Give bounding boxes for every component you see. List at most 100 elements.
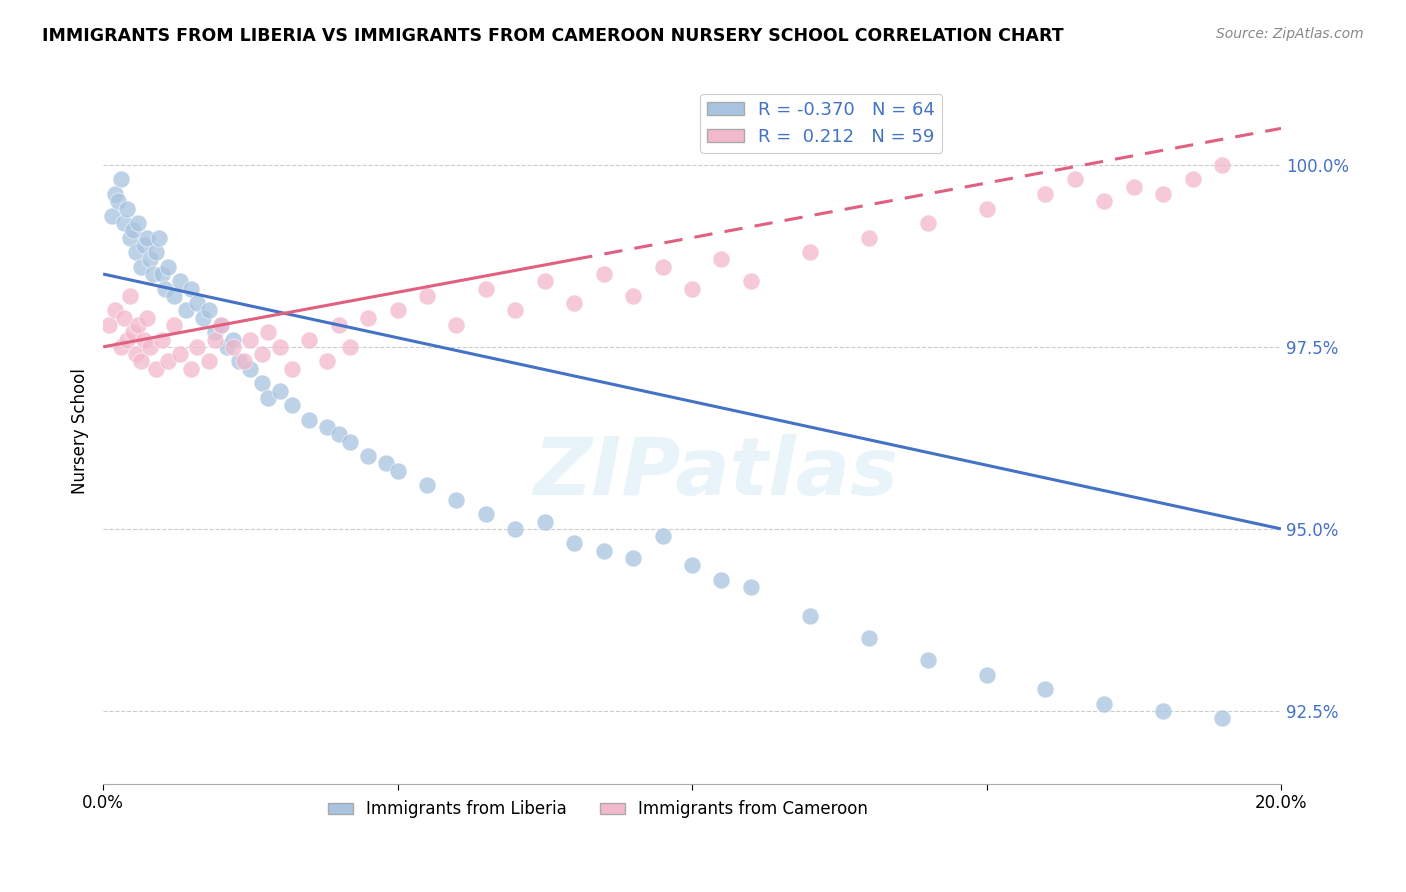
Point [186,296,208,310]
Point [533,274,555,288]
Point [118,230,141,244]
Point [976,202,998,216]
Point [917,216,939,230]
Point [169,347,191,361]
Point [156,260,179,274]
Point [115,202,138,216]
Point [1035,682,1057,697]
Point [1152,704,1174,718]
Text: IMMIGRANTS FROM LIBERIA VS IMMIGRANTS FROM CAMEROON NURSERY SCHOOL CORRELATION C: IMMIGRANTS FROM LIBERIA VS IMMIGRANTS FR… [42,27,1064,45]
Point [1035,186,1057,201]
Point [533,515,555,529]
Point [145,361,167,376]
Point [416,289,439,303]
Point [387,303,409,318]
Point [150,267,173,281]
Point [239,361,262,376]
Point [710,573,733,587]
Point [592,543,614,558]
Point [280,361,302,376]
Point [269,384,291,398]
Point [1152,186,1174,201]
Point [710,252,733,267]
Point [681,558,703,573]
Point [446,492,468,507]
Y-axis label: Nursery School: Nursery School [72,368,89,493]
Point [505,303,527,318]
Point [858,230,880,244]
Point [416,478,439,492]
Text: Source: ZipAtlas.com: Source: ZipAtlas.com [1216,27,1364,41]
Point [316,354,339,368]
Point [339,434,361,449]
Point [328,318,350,332]
Point [221,340,243,354]
Point [475,508,498,522]
Point [104,186,127,201]
Point [163,289,186,303]
Point [1211,711,1233,725]
Point [257,326,280,340]
Point [298,333,321,347]
Point [118,289,141,303]
Point [228,354,250,368]
Point [115,333,138,347]
Point [339,340,361,354]
Point [139,340,162,354]
Point [681,282,703,296]
Point [799,609,821,624]
Point [1211,158,1233,172]
Point [134,333,156,347]
Point [858,631,880,645]
Point [592,267,614,281]
Point [112,310,135,325]
Point [112,216,135,230]
Point [316,420,339,434]
Point [169,274,191,288]
Point [374,456,396,470]
Point [110,340,132,354]
Point [976,667,998,681]
Point [621,289,644,303]
Point [198,354,221,368]
Text: ZIPatlas: ZIPatlas [533,434,898,512]
Point [198,303,221,318]
Point [145,245,167,260]
Point [136,230,159,244]
Point [621,551,644,566]
Point [562,296,585,310]
Point [180,361,202,376]
Point [357,310,380,325]
Point [239,333,262,347]
Point [107,194,129,209]
Point [357,449,380,463]
Point [110,172,132,186]
Point [148,230,170,244]
Point [250,347,273,361]
Point [124,245,146,260]
Point [1092,697,1115,711]
Point [163,318,186,332]
Point [269,340,291,354]
Point [209,318,232,332]
Point [328,427,350,442]
Point [387,464,409,478]
Point [101,209,124,223]
Point [1092,194,1115,209]
Point [250,376,273,391]
Point [298,412,321,426]
Point [651,260,673,274]
Point [446,318,468,332]
Point [98,318,121,332]
Point [104,303,127,318]
Point [131,354,153,368]
Point [180,282,202,296]
Point [917,653,939,667]
Legend: Immigrants from Liberia, Immigrants from Cameroon: Immigrants from Liberia, Immigrants from… [321,794,875,825]
Point [215,340,238,354]
Point [142,267,165,281]
Point [257,391,280,405]
Point [134,238,156,252]
Point [139,252,162,267]
Point [156,354,179,368]
